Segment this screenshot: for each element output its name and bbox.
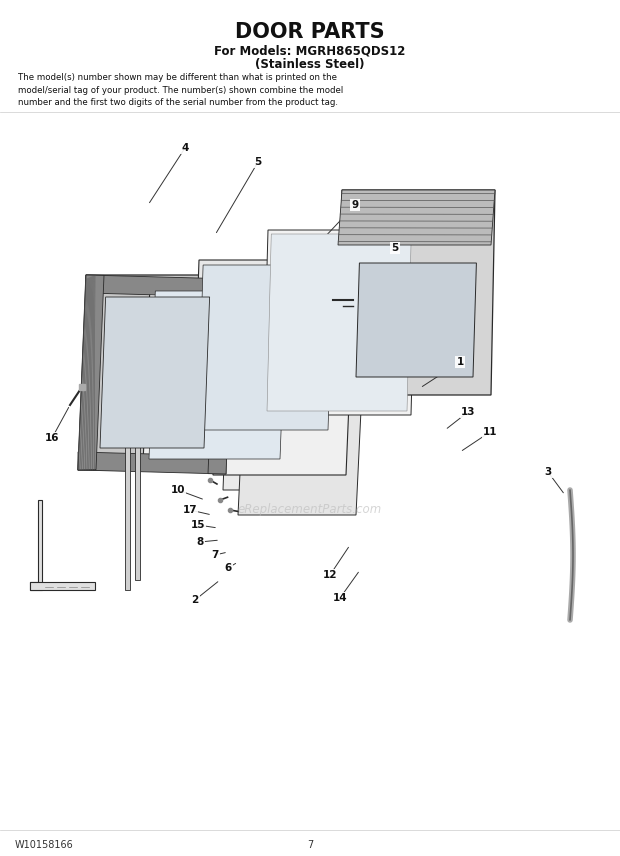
Text: 7: 7 [307,840,313,850]
Polygon shape [149,291,286,459]
Polygon shape [30,582,95,590]
Text: 2: 2 [192,595,198,605]
Polygon shape [86,275,234,297]
Polygon shape [143,285,293,465]
Polygon shape [78,275,234,470]
Polygon shape [193,260,339,435]
Polygon shape [263,230,416,415]
Polygon shape [338,190,495,245]
Text: 11: 11 [483,427,497,437]
Polygon shape [208,279,234,474]
Text: 4: 4 [181,143,188,153]
Text: 5: 5 [254,157,262,167]
Text: 13: 13 [461,407,476,417]
Text: 1: 1 [456,357,464,367]
Polygon shape [238,410,361,515]
Text: 16: 16 [45,433,60,443]
Polygon shape [223,360,356,490]
Text: For Models: MGRH865QDS12: For Models: MGRH865QDS12 [215,44,405,57]
Polygon shape [338,190,495,395]
Text: 6: 6 [224,563,232,573]
Polygon shape [125,340,130,590]
Polygon shape [267,234,411,411]
Polygon shape [100,297,210,448]
Polygon shape [78,275,104,470]
Text: 14: 14 [333,593,347,603]
Polygon shape [213,330,352,475]
Text: eReplacementParts.com: eReplacementParts.com [238,503,382,516]
Text: 3: 3 [544,467,552,477]
Polygon shape [78,452,226,474]
Text: DOOR PARTS: DOOR PARTS [235,22,385,42]
Text: 10: 10 [170,485,185,495]
Text: 17: 17 [183,505,197,515]
Text: 5: 5 [391,243,399,253]
Text: 15: 15 [191,520,205,530]
Text: 7: 7 [211,550,219,560]
Polygon shape [356,263,476,377]
Text: 9: 9 [352,200,358,210]
Text: W10158166: W10158166 [15,840,74,850]
Polygon shape [135,350,140,580]
Polygon shape [30,500,42,590]
Text: (Stainless Steel): (Stainless Steel) [255,58,365,71]
Polygon shape [198,265,333,430]
Text: 12: 12 [323,570,337,580]
Text: The model(s) number shown may be different than what is printed on the
model/ser: The model(s) number shown may be differe… [18,73,343,107]
Text: 8: 8 [197,537,203,547]
